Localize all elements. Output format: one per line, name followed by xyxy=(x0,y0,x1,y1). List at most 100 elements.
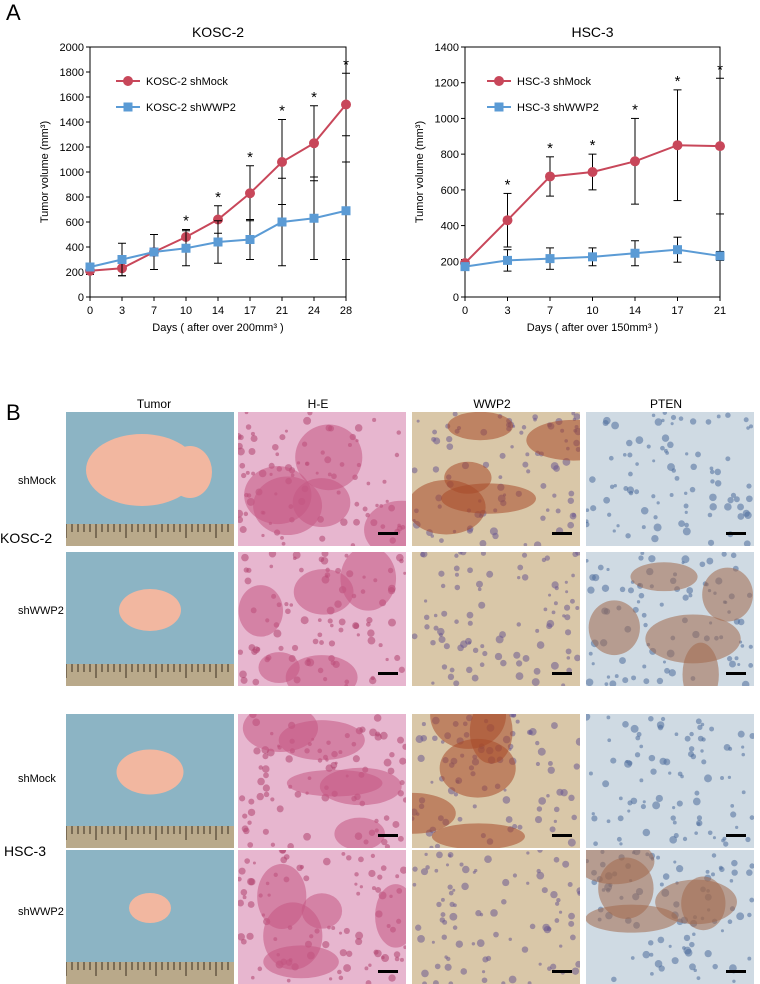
cell-nucleus xyxy=(550,963,557,970)
cell-nucleus xyxy=(670,422,674,426)
y-tick-label: 400 xyxy=(441,221,459,233)
data-point xyxy=(545,171,555,182)
cell-nucleus xyxy=(696,815,703,821)
cell-nucleus xyxy=(669,836,678,844)
cell-nucleus xyxy=(678,416,684,421)
cell-nucleus xyxy=(550,462,559,470)
cell-nucleus xyxy=(495,635,504,644)
cell-nucleus xyxy=(431,681,435,685)
cell-nucleus xyxy=(709,466,714,471)
cell-nucleus xyxy=(720,929,724,933)
cell-nucleus xyxy=(499,452,506,459)
data-point xyxy=(341,99,351,110)
cell-nucleus xyxy=(571,573,575,578)
cell-nucleus xyxy=(354,501,360,507)
cell-nucleus xyxy=(689,941,695,948)
cell-nucleus xyxy=(517,824,523,830)
cell-nucleus xyxy=(250,431,255,436)
cell-nucleus xyxy=(431,940,435,944)
cell-nucleus xyxy=(370,853,376,858)
cell-nucleus xyxy=(515,672,524,681)
cell-nucleus xyxy=(714,468,722,476)
cell-nucleus xyxy=(638,555,644,561)
cell-nucleus xyxy=(711,872,715,877)
cell-nucleus xyxy=(533,417,537,422)
cell-nucleus xyxy=(564,614,571,621)
cell-nucleus xyxy=(493,931,499,938)
cell-nucleus xyxy=(334,761,338,765)
cell-nucleus xyxy=(731,859,738,867)
cell-nucleus xyxy=(564,580,568,584)
cell-nucleus xyxy=(555,901,560,906)
significance-star: * xyxy=(675,73,681,90)
cell-nucleus xyxy=(689,486,696,493)
cell-nucleus xyxy=(449,912,458,921)
cell-nucleus xyxy=(748,663,754,668)
y-tick-label: 0 xyxy=(453,292,459,304)
cell-nucleus xyxy=(568,794,575,802)
cell-nucleus xyxy=(332,766,336,771)
cell-nucleus xyxy=(240,938,247,945)
significance-star: * xyxy=(215,189,221,206)
cell-nucleus xyxy=(662,660,667,664)
cell-nucleus xyxy=(727,919,733,925)
cell-nucleus xyxy=(692,932,696,937)
cell-nucleus xyxy=(449,667,455,673)
significance-star: * xyxy=(311,89,317,106)
cell-nucleus xyxy=(244,577,252,585)
cell-nucleus xyxy=(674,732,679,737)
cell-nucleus xyxy=(243,511,249,517)
cell-nucleus xyxy=(567,882,573,887)
cell-nucleus xyxy=(676,800,683,807)
cell-nucleus xyxy=(538,797,547,805)
stained-region xyxy=(444,461,492,494)
cell-nucleus xyxy=(607,738,612,743)
hsc3-growth-chart: HSC-3 0 200 400 600 800 1000 1200 1400 0 3 7 10 14 17 2… xyxy=(414,24,726,334)
cell-nucleus xyxy=(534,815,543,824)
cell-nucleus xyxy=(543,925,552,934)
cell-nucleus xyxy=(242,895,247,900)
stained-region xyxy=(292,478,351,528)
cell-nucleus xyxy=(397,736,405,744)
y-tick-label: 1000 xyxy=(60,167,84,179)
cell-nucleus xyxy=(399,558,404,564)
micrograph-pten-2 xyxy=(586,714,754,848)
cell-nucleus xyxy=(269,564,274,569)
cell-nucleus xyxy=(466,666,473,674)
cell-nucleus xyxy=(641,525,646,530)
data-point xyxy=(715,141,725,152)
cell-nucleus xyxy=(652,459,656,463)
cell-nucleus xyxy=(521,552,528,558)
tumor-specimen xyxy=(119,589,181,631)
stained-region xyxy=(278,720,365,761)
cell-nucleus xyxy=(436,901,442,908)
stained-region xyxy=(412,792,456,834)
cell-nucleus xyxy=(380,865,387,871)
significance-star: * xyxy=(279,103,285,120)
cell-nucleus xyxy=(383,815,390,821)
cell-nucleus xyxy=(737,662,741,667)
cell-nucleus xyxy=(289,603,294,607)
cell-nucleus xyxy=(263,772,269,779)
cell-nucleus xyxy=(441,934,447,940)
cell-nucleus xyxy=(681,555,690,564)
cell-nucleus xyxy=(746,483,752,489)
scale-bar xyxy=(726,532,746,535)
cell-nucleus xyxy=(369,728,377,737)
cell-nucleus xyxy=(526,729,532,735)
x-tick-label: 10 xyxy=(586,305,598,317)
cell-nucleus xyxy=(709,493,717,502)
cell-nucleus xyxy=(479,912,484,917)
x-tick-label: 24 xyxy=(308,305,320,317)
cell-nucleus xyxy=(648,715,654,722)
cell-nucleus xyxy=(712,963,718,970)
significance-star: * xyxy=(547,140,553,157)
cell-nucleus xyxy=(454,553,459,558)
group-label-hsc3: HSC-3 xyxy=(4,843,47,859)
cell-nucleus xyxy=(366,481,371,486)
cell-nucleus xyxy=(636,600,641,604)
x-tick-label: 14 xyxy=(629,305,641,317)
cell-nucleus xyxy=(482,650,488,657)
photo-canvas xyxy=(66,850,234,984)
cell-nucleus xyxy=(505,816,513,823)
